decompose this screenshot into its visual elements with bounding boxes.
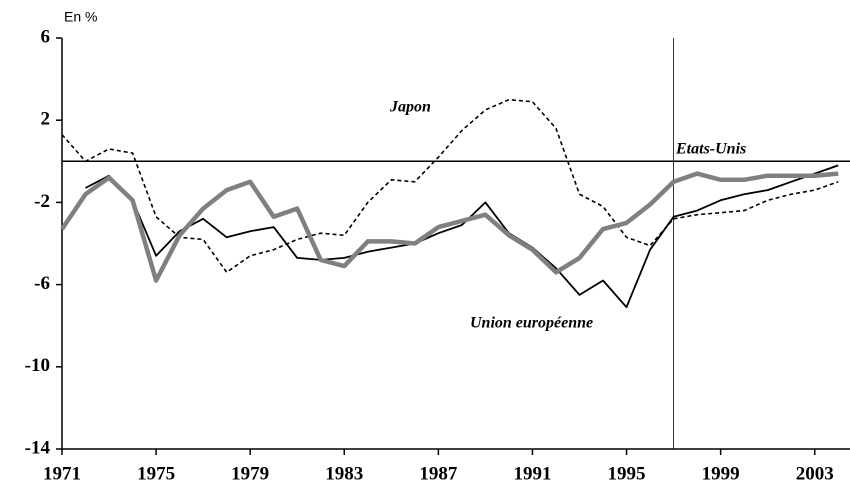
x-tick-label: 1987 [419, 463, 458, 484]
x-tick-label: 1999 [702, 463, 740, 484]
x-tick-label: 1979 [231, 463, 269, 484]
series-line [85, 164, 839, 309]
x-tick-label: 1971 [43, 463, 81, 484]
x-tick-label: 1975 [137, 463, 175, 484]
x-tick-label: 1991 [513, 463, 551, 484]
y-tick-label: -10 [25, 355, 50, 376]
series-label: Etats-Unis [675, 141, 746, 158]
y-tick-label: -2 [34, 191, 50, 212]
y-tick-label: 2 [41, 109, 51, 130]
series-label: Union européenne [470, 315, 593, 332]
series-line [61, 98, 839, 274]
y-tick-label: -6 [34, 273, 50, 294]
series-line [60, 171, 839, 283]
x-tick-label: 1995 [608, 463, 646, 484]
x-tick-label: 1983 [325, 463, 363, 484]
series-label: Japon [389, 99, 431, 116]
y-unit-label: En % [64, 9, 97, 25]
x-tick-label: 2003 [796, 463, 834, 484]
y-tick-label: 6 [41, 26, 51, 47]
y-tick-label: -14 [25, 437, 51, 458]
